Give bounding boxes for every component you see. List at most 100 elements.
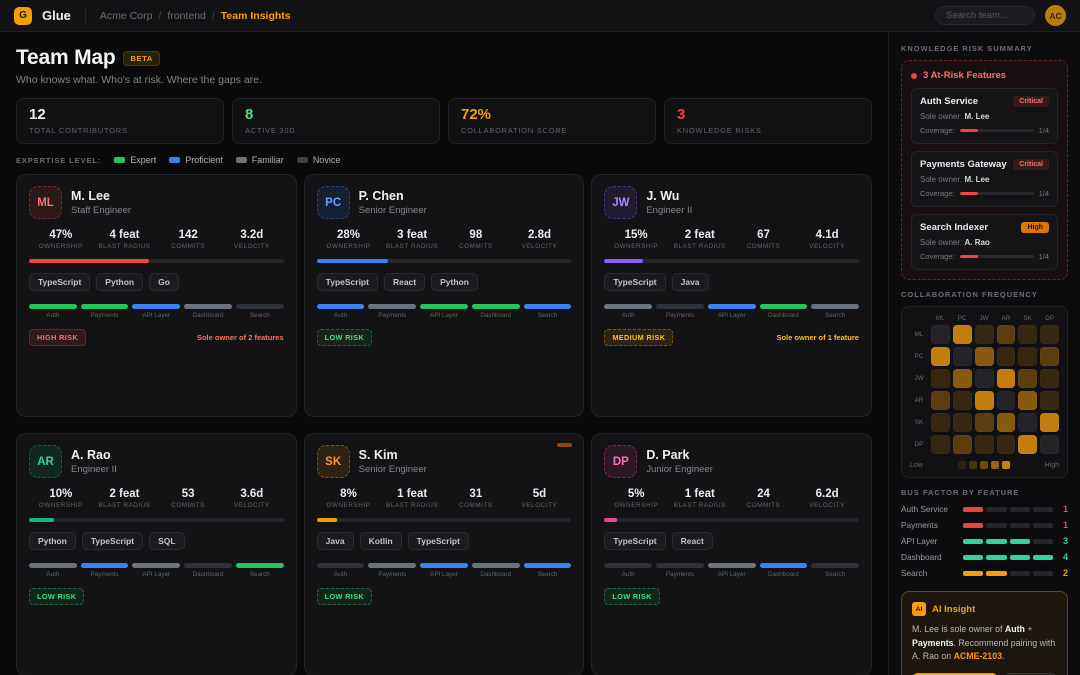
heatmap-cell[interactable]: [1040, 347, 1059, 366]
risk-item-card[interactable]: Search Indexer High Sole owner: A. Rao Cove…: [911, 214, 1058, 270]
member-stat: 4 feat BLAST RADIUS: [93, 229, 157, 250]
heatmap-cell[interactable]: [974, 369, 994, 388]
breadcrumb-item[interactable]: frontend: [167, 9, 206, 22]
heatmap-cell[interactable]: [1040, 391, 1059, 410]
heatmap-cell[interactable]: [974, 391, 994, 410]
member-card[interactable]: PC P. Chen Senior Engineer 28% OWNERSHIP 3 fe…: [303, 174, 585, 417]
heatmap-cell[interactable]: [974, 325, 994, 344]
feature-skill: API Layer: [132, 563, 181, 578]
feature-skill-label: Dashboard: [480, 312, 512, 319]
heatmap-cell[interactable]: [1040, 325, 1059, 344]
heatmap-cell[interactable]: [931, 347, 950, 366]
member-stat-label: COMMITS: [746, 502, 781, 509]
feature-skill-bar: [811, 304, 859, 309]
feature-skill-bar: [811, 563, 859, 568]
heatmap-cell[interactable]: [1018, 347, 1038, 366]
heatmap-cell[interactable]: [996, 391, 1016, 410]
member-stat-label: COMMITS: [171, 243, 205, 250]
heatmap-row-label: ML: [914, 331, 924, 338]
member-card[interactable]: JW J. Wu Engineer II 15% OWNERSHIP 2 feat BLAS…: [591, 174, 872, 417]
ownership-bar-fill: [316, 259, 388, 263]
heatmap-cell[interactable]: [996, 325, 1016, 344]
member-stat: 28% OWNERSHIP: [317, 229, 381, 250]
member-role: Senior Engineer: [358, 464, 427, 475]
member-card[interactable]: ML M. Lee Staff Engineer 47% OWNERSHIP 4 feat…: [16, 174, 297, 417]
heatmap-cell[interactable]: [952, 435, 972, 454]
member-stat-label: VELOCITY: [809, 243, 845, 250]
risk-item-header: Payments Gateway Critical: [920, 159, 1049, 170]
ownership-bar: [29, 518, 284, 522]
coverage-value: 1/4: [1038, 252, 1049, 261]
heatmap-cell[interactable]: [1040, 413, 1059, 432]
heatmap-cell[interactable]: [974, 435, 994, 454]
member-footer: LOW RISK: [29, 588, 284, 605]
feature-skill-label: API Layer: [430, 571, 458, 578]
risk-item-card[interactable]: Payments Gateway Critical Sole owner: M. L…: [911, 151, 1058, 207]
feature-skill-label: Auth: [46, 571, 60, 578]
risk-owner: Sole owner: M. Lee: [920, 175, 990, 184]
heatmap-cell[interactable]: [931, 325, 950, 344]
member-role: Junior Engineer: [646, 464, 713, 475]
heatmap-cell[interactable]: [952, 413, 972, 432]
feature-skill-bar: [29, 563, 77, 568]
feature-skill-label: Search: [249, 312, 270, 319]
member-avatar: PC: [316, 186, 350, 219]
ai-icon: AI: [912, 602, 926, 616]
feature-skill-bar: [420, 304, 468, 309]
heatmap-cell[interactable]: [996, 369, 1016, 388]
member-stat-label: COMMITS: [171, 502, 205, 509]
feature-skill-label: Dashboard: [480, 571, 512, 578]
member-stat-value: 31: [469, 488, 483, 500]
heatmap-cell[interactable]: [952, 325, 972, 344]
heatmap-cell[interactable]: [1018, 325, 1038, 344]
heatmap-cell[interactable]: [1018, 435, 1038, 454]
breadcrumb-item[interactable]: Acme Corp: [99, 9, 153, 22]
bus-factor-segment: [1009, 554, 1030, 560]
member-stat: 98 COMMITS: [444, 229, 508, 250]
feature-skill: Auth: [604, 304, 653, 319]
risk-item-card[interactable]: Auth Service Critical Sole owner: M. Lee Co…: [911, 88, 1058, 144]
heatmap-cell[interactable]: [931, 413, 950, 432]
heatmap-cell[interactable]: [1018, 391, 1038, 410]
heatmap-cell[interactable]: [974, 347, 994, 366]
member-identity: D. Park Junior Engineer: [646, 448, 713, 475]
heatmap-cell[interactable]: [952, 369, 972, 388]
breadcrumb-item[interactable]: Team Insights: [220, 9, 291, 22]
glue-logo-icon[interactable]: G: [14, 6, 32, 25]
member-card[interactable]: AR A. Rao Engineer II 10% OWNERSHIP 2 feat BLA…: [16, 433, 297, 675]
bus-factor-row: Auth Service 1: [901, 504, 1068, 514]
heatmap-cell[interactable]: [952, 391, 972, 410]
heatmap-cell[interactable]: [1018, 413, 1038, 432]
heatmap-cell[interactable]: [1040, 369, 1059, 388]
expertise-legend: EXPERTISE LEVEL: Expert Proficient Familia…: [16, 155, 872, 165]
heatmap-cell[interactable]: [1018, 369, 1038, 388]
member-card[interactable]: DP D. Park Junior Engineer 5% OWNERSHIP 1 fea…: [591, 433, 872, 675]
create-pairing-task-button[interactable]: Create Pairing Task: [912, 672, 999, 675]
sole-owner-note: Sole owner of 2 features: [196, 333, 284, 342]
heatmap-cell[interactable]: [931, 435, 950, 454]
legend-item: Expert: [114, 155, 156, 165]
member-card[interactable]: SK S. Kim Senior Engineer 8% OWNERSHIP 1 feat…: [303, 433, 585, 675]
heatmap-cell[interactable]: [974, 413, 994, 432]
heatmap-cell[interactable]: [996, 347, 1016, 366]
skill-tag: TypeScript: [29, 273, 91, 291]
feature-skill: API Layer: [707, 563, 756, 578]
risk-badge: MEDIUM RISK: [604, 329, 674, 346]
feature-skill-bar: [759, 563, 808, 568]
heatmap-cell[interactable]: [931, 391, 950, 410]
legend-item: Novice: [296, 155, 340, 165]
member-stat-label: BLAST RADIUS: [98, 243, 151, 250]
heatmap-cell[interactable]: [931, 369, 950, 388]
heatmap-cell[interactable]: [1040, 435, 1059, 454]
feature-skill-label: API Layer: [717, 571, 746, 578]
member-stat: 8% OWNERSHIP: [317, 488, 381, 509]
feature-skill-label: Auth: [621, 312, 635, 319]
bus-factor-label: Search: [901, 568, 928, 578]
beta-badge: BETA: [123, 50, 160, 66]
heatmap-cell[interactable]: [952, 347, 972, 366]
user-avatar[interactable]: AC: [1045, 5, 1066, 26]
heatmap-grid: ML PC JW AR SK DP ML PC JW AR SK DP: [910, 315, 1059, 454]
heatmap-cell[interactable]: [996, 413, 1016, 432]
heatmap-cell[interactable]: [996, 435, 1016, 454]
search-input[interactable]: [935, 6, 1035, 25]
